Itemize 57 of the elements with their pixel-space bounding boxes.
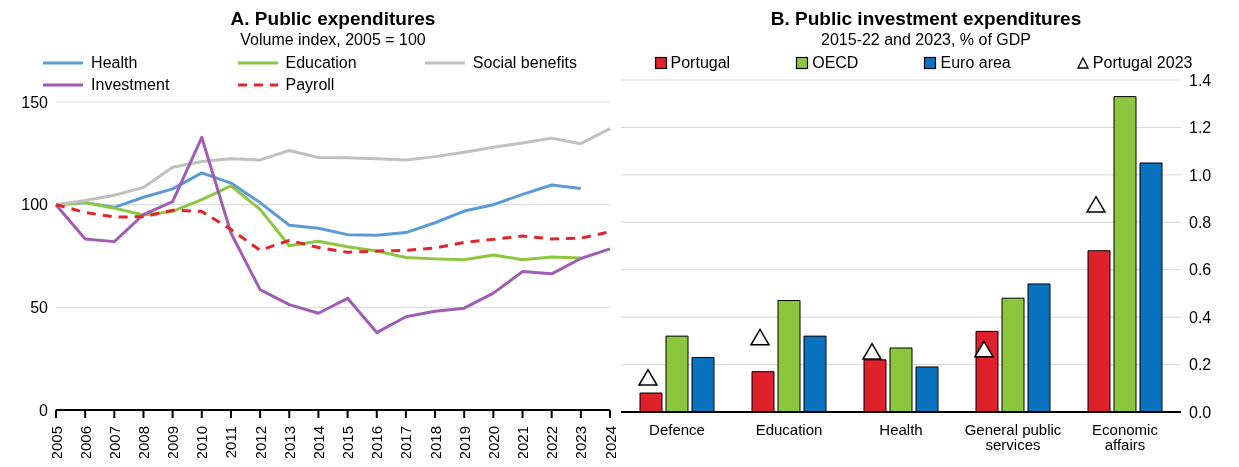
legend-label: Portugal 2023 xyxy=(1092,54,1193,72)
x-tick-label: 2013 xyxy=(280,426,298,460)
x-tick-label: 2016 xyxy=(368,426,386,460)
x-tick-label: Defence xyxy=(649,420,705,438)
x-tick-label: 2005 xyxy=(47,426,65,460)
x-tick-label: 2012 xyxy=(251,426,269,460)
x-tick-label: Economic affairs xyxy=(1092,420,1159,453)
x-tick-label: 2023 xyxy=(572,426,590,460)
legend-label: Euro area xyxy=(940,54,1011,72)
x-tick-label: 2015 xyxy=(339,426,357,460)
point xyxy=(862,342,882,360)
legend-label: Investment xyxy=(91,76,170,94)
x-tick-label: 2020 xyxy=(484,426,502,460)
y-tick-label: 1.0 xyxy=(1189,166,1212,184)
x-tick-label: 2024 xyxy=(601,426,619,460)
x-tick-label: 2009 xyxy=(164,426,182,460)
legend-label: Health xyxy=(91,54,138,72)
x-tick-label: General public services xyxy=(964,420,1062,453)
y-tick-label: 0.0 xyxy=(1189,403,1212,421)
x-tick-label: 2021 xyxy=(514,426,532,460)
y-tick-label: 0.2 xyxy=(1189,356,1212,374)
chart-subtitle: Volume index, 2005 = 100 xyxy=(239,30,427,50)
line-series xyxy=(54,135,612,335)
x-tick-label: 2006 xyxy=(76,426,94,460)
y-tick-label: 150 xyxy=(21,93,49,111)
x-tick-label: 2010 xyxy=(193,426,211,460)
x-tick-label: 2007 xyxy=(105,426,123,460)
x-tick-label: 2017 xyxy=(397,426,415,460)
line-series xyxy=(54,127,612,207)
legend-label: Social benefits xyxy=(472,54,577,72)
x-tick-label: 2011 xyxy=(222,426,240,459)
legend-label: OECD xyxy=(812,54,859,72)
legend-label: Education xyxy=(285,54,357,72)
chart-title: B. Public investment expenditures xyxy=(769,8,1083,30)
y-tick-label: 0.4 xyxy=(1189,308,1212,326)
point xyxy=(1086,195,1106,213)
x-tick-label: 2019 xyxy=(455,426,473,460)
y-tick-label: 50 xyxy=(30,299,49,317)
x-tick-label: Education xyxy=(755,420,823,438)
point xyxy=(750,328,770,346)
x-tick-label: Health xyxy=(879,420,923,438)
point xyxy=(638,369,658,386)
x-tick-label: 2018 xyxy=(426,426,444,460)
legend-label: Payroll xyxy=(285,76,335,94)
y-tick-label: 1.4 xyxy=(1189,71,1212,89)
chart-subtitle: 2015-22 and 2023, % of GDP xyxy=(820,30,1032,50)
y-tick-label: 1.2 xyxy=(1189,119,1212,137)
legend-label: Portugal xyxy=(670,54,731,72)
y-tick-label: 0.8 xyxy=(1189,213,1212,231)
x-tick-label: 2022 xyxy=(543,426,561,460)
chart-title: A. Public expenditures xyxy=(229,8,437,30)
y-tick-label: 100 xyxy=(21,196,49,214)
y-tick-label: 0 xyxy=(39,401,49,419)
x-tick-label: 2008 xyxy=(134,426,152,460)
y-tick-label: 0.6 xyxy=(1189,261,1212,279)
point xyxy=(974,340,994,358)
x-tick-label: 2014 xyxy=(309,426,327,460)
